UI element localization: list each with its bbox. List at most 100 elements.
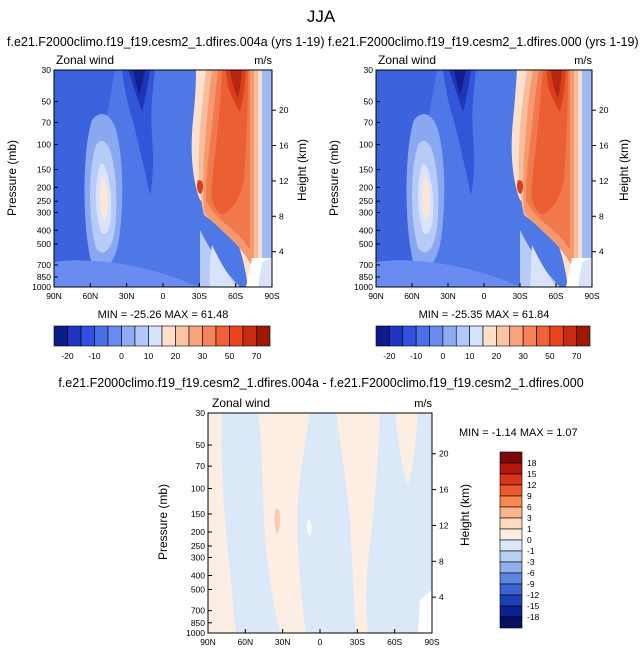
x-tick-label: 60N (238, 637, 254, 647)
y-tick-label: 200 (191, 527, 205, 537)
panel-2-ylabel: Pressure (mb) (327, 140, 341, 216)
colorbar-swatch (499, 451, 523, 464)
y-tick-label: 300 (191, 552, 205, 562)
y-tick-label: 30 (42, 65, 52, 75)
x-tick-label: 60N (404, 291, 420, 301)
panel-3-ylabel-right: Height (km) (458, 484, 472, 546)
panel-3: f.e21.F2000climo.f19_f19.cesm2_1.dfires.… (58, 376, 583, 647)
y-tick-label: 150 (359, 165, 373, 175)
x-tick-label: 60S (387, 637, 402, 647)
height-tick-label: 4 (599, 247, 604, 257)
x-tick-label: 90S (424, 637, 439, 647)
y-tick-label: 700 (191, 606, 205, 616)
y-tick-label: 300 (37, 207, 51, 217)
panel-3-height-axis: 4 8 12 16 20 (432, 449, 449, 602)
colorbar-label: 15 (527, 469, 537, 479)
x-tick-label: 0 (318, 637, 323, 647)
colorbar-label: -3 (527, 557, 535, 567)
colorbar-swatch (389, 325, 404, 347)
colorbar-swatch (53, 325, 68, 347)
colorbar-label: 10 (465, 351, 475, 361)
colorbar-swatch (107, 325, 122, 347)
colorbar-label: 9 (527, 491, 532, 501)
height-tick-label: 20 (439, 449, 449, 459)
colorbar-label: 3 (527, 513, 532, 523)
x-tick-label: 30N (119, 291, 135, 301)
x-tick-label: 90N (46, 291, 62, 301)
height-tick-label: 4 (279, 247, 284, 257)
x-tick-label: 90S (584, 291, 599, 301)
x-tick-label: 60N (83, 291, 99, 301)
colorbar-swatch (499, 495, 523, 508)
colorbar-swatch (455, 325, 470, 347)
colorbar-label: 30 (198, 351, 208, 361)
colorbar-swatch (442, 325, 457, 347)
height-tick-label: 12 (599, 176, 609, 186)
colorbar-swatch (402, 325, 417, 347)
colorbar-swatch (499, 583, 523, 596)
x-tick-label: 30S (192, 291, 207, 301)
y-tick-label: 850 (359, 272, 373, 282)
y-tick-label: 250 (359, 196, 373, 206)
height-tick-label: 16 (439, 485, 449, 495)
colorbar-swatch (499, 506, 523, 519)
colorbar-label: -20 (383, 351, 396, 361)
y-tick-label: 70 (196, 461, 206, 471)
y-tick-label: 50 (364, 97, 374, 107)
colorbar-swatch (188, 325, 203, 347)
colorbar-label: 70 (572, 351, 582, 361)
colorbar-swatch (215, 325, 230, 347)
panel-2-x-axis: 90N 60N 30N 0 30S 60S 90S (368, 283, 600, 301)
colorbar-label: 50 (225, 351, 235, 361)
colorbar-label: 0 (441, 351, 446, 361)
y-tick-label: 850 (191, 618, 205, 628)
y-tick-label: 200 (37, 182, 51, 192)
colorbar-swatch (549, 325, 564, 347)
height-tick-label: 12 (439, 520, 449, 530)
x-tick-label: 30N (440, 291, 456, 301)
colorbar-label: 20 (492, 351, 502, 361)
colorbar-swatch (175, 325, 190, 347)
x-tick-label: 60S (228, 291, 243, 301)
colorbar-swatch (415, 325, 430, 347)
panel-3-variable-label: Zonal wind (212, 396, 270, 410)
colorbar-label: 30 (518, 351, 528, 361)
panel-1-x-axis: 90N 60N 30N 0 30S 60S 90S (46, 283, 280, 301)
panel-2-height-axis: 4 8 12 16 20 (592, 105, 609, 257)
y-tick-label: 400 (359, 225, 373, 235)
colorbar-label: 0 (527, 535, 532, 545)
x-tick-label: 0 (161, 291, 166, 301)
y-tick-label: 1000 (32, 282, 51, 292)
panel-1-contour-field (54, 70, 272, 287)
colorbar-swatch (499, 616, 523, 629)
panel-3-title: f.e21.F2000climo.f19_f19.cesm2_1.dfires.… (58, 376, 583, 390)
y-tick-label: 50 (42, 97, 52, 107)
panel-3-contour-field (208, 413, 432, 633)
panel-3-units-label: m/s (414, 398, 432, 410)
colorbar-label: 20 (171, 351, 181, 361)
height-tick-label: 8 (279, 211, 284, 221)
panel-3-x-axis: 90N 60N 30N 0 30S 60S 90S (200, 629, 440, 647)
colorbar-label: -6 (527, 568, 535, 578)
colorbar-swatch (242, 325, 257, 347)
y-tick-label: 250 (191, 541, 205, 551)
panel-3-min-max: MIN = -1.14 MAX = 1.07 (459, 427, 578, 439)
y-tick-label: 500 (191, 585, 205, 595)
y-tick-label: 50 (196, 440, 206, 450)
y-tick-label: 700 (37, 260, 51, 270)
y-tick-label: 150 (37, 165, 51, 175)
colorbar-swatch (67, 325, 82, 347)
colorbar-swatch (499, 517, 523, 530)
colorbar-label: 6 (527, 502, 532, 512)
y-tick-label: 150 (191, 509, 205, 519)
colorbar-swatch (429, 325, 444, 347)
colorbar-swatch (121, 325, 136, 347)
colorbar-swatch (94, 325, 109, 347)
y-tick-label: 850 (37, 272, 51, 282)
y-tick-label: 30 (196, 408, 206, 418)
height-tick-label: 20 (599, 105, 609, 115)
